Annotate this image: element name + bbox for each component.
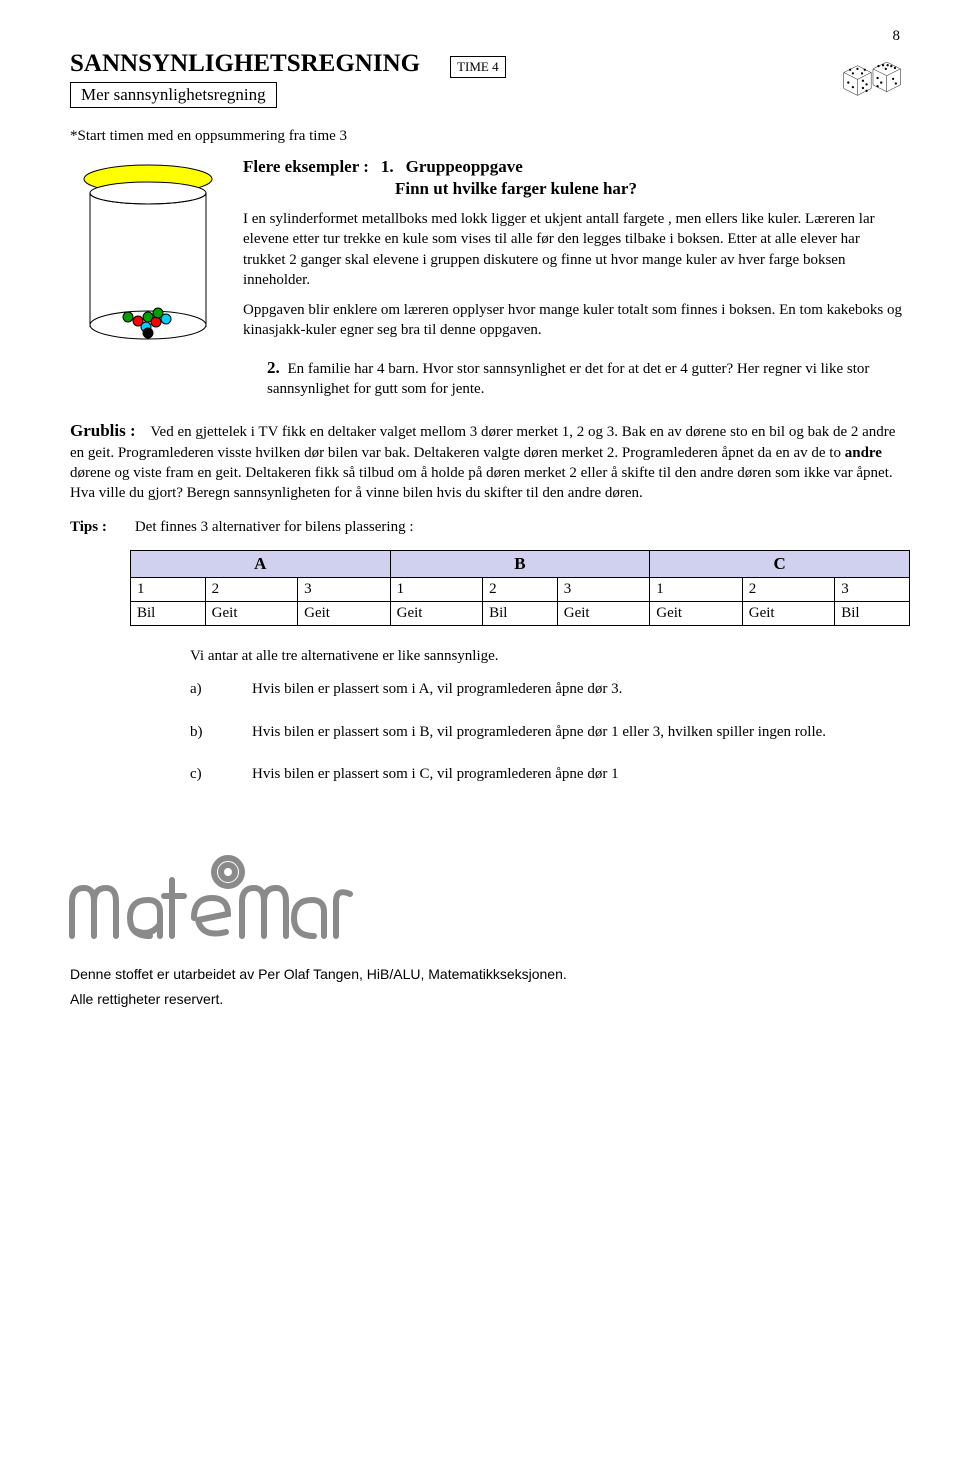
grublis-text-b: dørene og viste fram en geit. Deltakeren… xyxy=(70,465,893,501)
lead-number: 1. xyxy=(381,157,394,177)
footer-line-1: Denne stoffet er utarbeidet av Per Olaf … xyxy=(70,965,905,984)
tips-text: Det finnes 3 alternativer for bilens pla… xyxy=(135,519,414,536)
dice-icon xyxy=(841,54,905,102)
grublis-bold: andre xyxy=(845,445,882,461)
assumption-text: Vi antar at alle tre alternativene er li… xyxy=(190,648,905,665)
letter-row: c) Hvis bilen er plassert som i C, vil p… xyxy=(190,764,905,784)
problem-2-number: 2. xyxy=(267,358,280,377)
grublis-label: Grublis : xyxy=(70,421,136,440)
cylinder-illustration xyxy=(70,157,225,352)
paragraph-2: Oppgaven blir enklere om læreren opplyse… xyxy=(243,300,905,341)
dice-illustration xyxy=(841,54,905,102)
table-cell: Bil xyxy=(483,602,558,626)
table-cell: Geit xyxy=(390,602,482,626)
table-cell: Geit xyxy=(557,602,649,626)
matemania-logo-icon xyxy=(60,844,360,954)
table-cell: 1 xyxy=(390,578,482,602)
grublis-section: Grublis : Ved en gjettelek i TV fikk en … xyxy=(70,420,905,504)
problem-2: 2. En familie har 4 barn. Hvor stor sann… xyxy=(267,357,905,400)
page-number: 8 xyxy=(893,28,901,45)
letter-label: a) xyxy=(190,679,210,699)
paragraph-1: I en sylinderformet metallboks med lokk … xyxy=(243,209,905,290)
letter-label: c) xyxy=(190,764,210,784)
intro-note: *Start timen med en oppsummering fra tim… xyxy=(70,128,905,145)
letter-text: Hvis bilen er plassert som i A, vil prog… xyxy=(252,679,622,699)
table-cell: Geit xyxy=(650,602,742,626)
table-cell: Bil xyxy=(835,602,910,626)
lead-label: Flere eksempler : xyxy=(243,157,369,177)
letter-row: b) Hvis bilen er plassert som i B, vil p… xyxy=(190,722,905,742)
table-cell: Geit xyxy=(205,602,297,626)
table-header-a: A xyxy=(131,551,391,578)
table-cell: 2 xyxy=(742,578,834,602)
lead-subtitle: Finn ut hvilke farger kulene har? xyxy=(395,179,905,199)
letter-text: Hvis bilen er plassert som i C, vil prog… xyxy=(252,764,619,784)
table-cell: 2 xyxy=(483,578,558,602)
letter-label: b) xyxy=(190,722,210,742)
table-cell: 2 xyxy=(205,578,297,602)
table-cell: 1 xyxy=(131,578,206,602)
subtitle-box: Mer sannsynlighetsregning xyxy=(70,82,277,108)
table-cell: 1 xyxy=(650,578,742,602)
tips-label: Tips : xyxy=(70,519,107,536)
table-header-b: B xyxy=(390,551,650,578)
table-cell: 3 xyxy=(557,578,649,602)
table-cell: Bil xyxy=(131,602,206,626)
lead-text: Gruppeoppgave xyxy=(406,157,523,177)
grublis-text-a: Ved en gjettelek i TV fikk en deltaker v… xyxy=(70,424,895,461)
table-cell: Geit xyxy=(742,602,834,626)
page-title: SANNSYNLIGHETSREGNING xyxy=(70,50,420,78)
time-badge: TIME 4 xyxy=(450,56,506,78)
logo xyxy=(60,844,905,959)
table-cell: Geit xyxy=(298,602,390,626)
scenario-table: A B C 1 2 3 1 2 3 1 2 3 Bil Geit Geit Ge… xyxy=(130,550,910,626)
table-header-c: C xyxy=(650,551,910,578)
table-cell: 3 xyxy=(835,578,910,602)
letter-text: Hvis bilen er plassert som i B, vil prog… xyxy=(252,722,826,742)
table-cell: 3 xyxy=(298,578,390,602)
letter-row: a) Hvis bilen er plassert som i A, vil p… xyxy=(190,679,905,699)
footer-line-2: Alle rettigheter reservert. xyxy=(70,990,905,1009)
problem-2-text: En familie har 4 barn. Hvor stor sannsyn… xyxy=(267,361,869,398)
